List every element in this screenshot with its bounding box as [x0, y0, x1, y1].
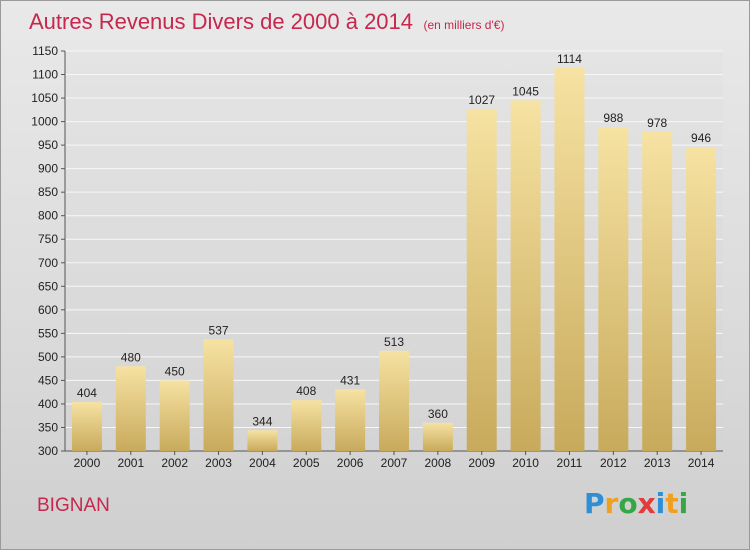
y-tick-label: 700: [38, 256, 58, 270]
y-tick-label: 600: [38, 303, 58, 317]
y-tick-label: 850: [38, 185, 58, 199]
data-label: 431: [340, 373, 360, 387]
x-tick-label: 2007: [381, 456, 408, 470]
bar: [71, 402, 102, 451]
data-label: 946: [691, 131, 711, 145]
x-tick-label: 2003: [205, 456, 232, 470]
y-tick-label: 950: [38, 138, 58, 152]
brand-logo-letter: o: [618, 487, 638, 520]
brand-logo-letter: r: [604, 487, 619, 520]
x-tick-label: 2000: [74, 456, 101, 470]
data-label: 408: [296, 384, 316, 398]
x-tick-label: 2004: [249, 456, 276, 470]
data-label: 978: [647, 116, 667, 130]
y-tick-label: 1000: [31, 115, 58, 129]
chart-subtitle: (en milliers d'€): [423, 18, 505, 32]
data-label: 404: [77, 386, 97, 400]
bar: [335, 389, 366, 451]
data-label: 1045: [512, 84, 539, 98]
title-block: Autres Revenus Divers de 2000 à 2014 (en…: [29, 9, 504, 35]
data-label: 537: [209, 323, 229, 337]
y-tick-label: 450: [38, 373, 58, 387]
bar: [598, 127, 629, 451]
place-name: BIGNAN: [37, 495, 110, 516]
y-tick-label: 1050: [31, 91, 58, 105]
x-tick-label: 2002: [161, 456, 188, 470]
bar: [247, 430, 278, 451]
x-tick-label: 2014: [688, 456, 715, 470]
data-label: 1114: [557, 52, 582, 66]
bar: [159, 380, 190, 451]
bars: [71, 67, 717, 452]
brand-logo-letter: P: [584, 487, 605, 520]
bar: [466, 108, 497, 451]
brand-logo-letter: i: [655, 487, 666, 520]
bar: [422, 422, 453, 451]
x-tick-label: 2009: [468, 456, 495, 470]
brand-logo-letter: x: [637, 487, 656, 520]
x-tick-label: 2001: [117, 456, 144, 470]
labels: 300 350 400 450 500 550 600 650 700 750 800 850 900 9…: [31, 44, 714, 470]
brand-logo: Proxiti: [584, 487, 688, 520]
data-label: 344: [252, 414, 272, 428]
y-tick-label: 650: [38, 279, 58, 293]
bar: [642, 131, 673, 452]
bar: [510, 100, 541, 451]
y-tick-label: 800: [38, 209, 58, 223]
bar: [554, 67, 585, 452]
y-tick-label: 400: [38, 397, 58, 411]
y-tick-label: 350: [38, 420, 58, 434]
data-label: 360: [428, 407, 448, 421]
bar: [203, 339, 234, 451]
brand-logo-letter: i: [678, 487, 689, 520]
data-label: 480: [121, 350, 141, 364]
x-tick-label: 2012: [600, 456, 627, 470]
data-label: 988: [603, 111, 623, 125]
data-label: 513: [384, 335, 404, 349]
bar: [686, 147, 717, 451]
x-tick-label: 2010: [512, 456, 539, 470]
y-tick-label: 1100: [32, 68, 58, 82]
y-tick-label: 750: [38, 232, 58, 246]
bar: [291, 400, 322, 451]
bar: [115, 366, 146, 451]
y-tick-label: 550: [38, 326, 58, 340]
x-tick-label: 2011: [557, 456, 583, 470]
y-tick-label: 1150: [32, 44, 58, 58]
x-tick-label: 2005: [293, 456, 320, 470]
chart-title: Autres Revenus Divers de 2000 à 2014: [29, 9, 414, 34]
data-label: 1027: [468, 93, 495, 107]
x-tick-label: 2006: [337, 456, 364, 470]
x-tick-label: 2008: [425, 456, 452, 470]
y-tick-label: 300: [38, 444, 58, 458]
x-tick-label: 2013: [644, 456, 671, 470]
data-label: 450: [165, 364, 185, 378]
y-tick-label: 500: [38, 350, 58, 364]
bar: [379, 350, 409, 451]
y-tick-label: 900: [38, 162, 58, 176]
brand-logo-letter: t: [665, 487, 679, 520]
